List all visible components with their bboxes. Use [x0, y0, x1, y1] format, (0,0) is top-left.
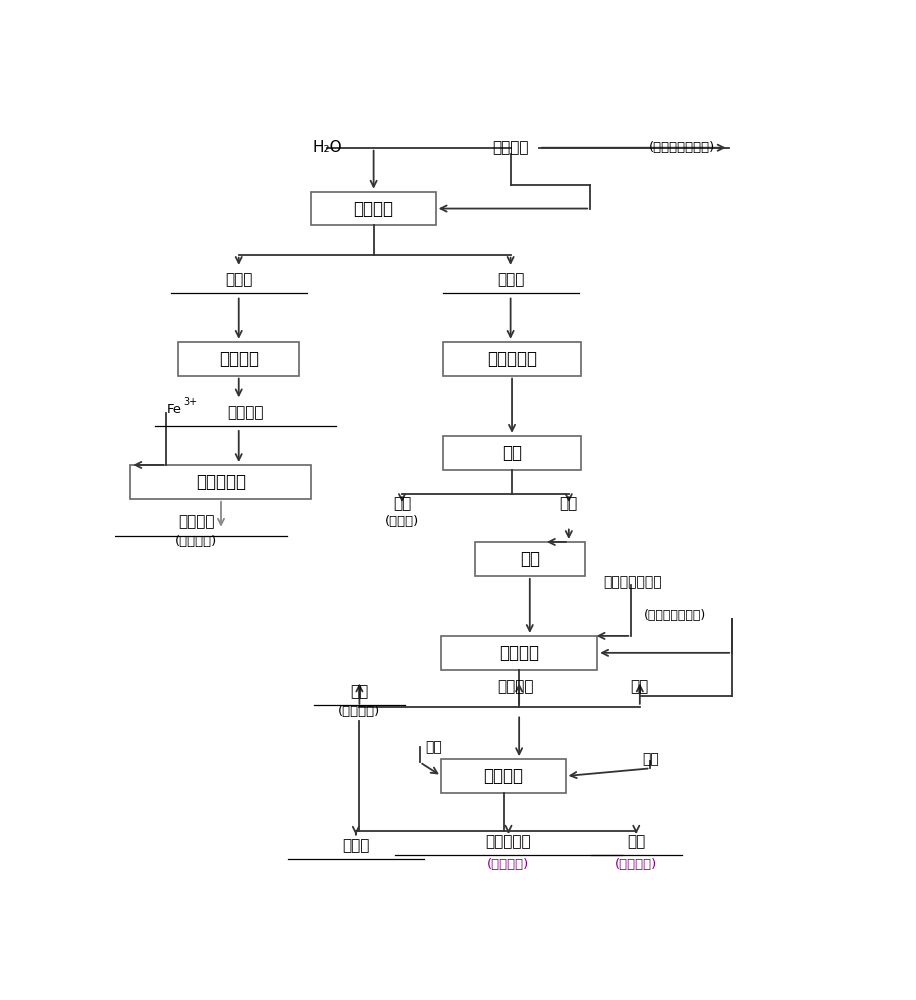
Text: 分布结晶法: 分布结晶法 [196, 473, 246, 491]
Text: 泡渣: 泡渣 [350, 684, 368, 699]
Text: 铅销合金: 铅销合金 [497, 679, 534, 694]
Bar [179, 342, 299, 376]
Text: 烟尘: 烟尘 [631, 679, 649, 694]
Text: 干燥: 干燥 [519, 550, 540, 568]
Text: H₂O: H₂O [312, 140, 343, 155]
Bar [441, 636, 597, 670]
Bar [130, 465, 311, 499]
Bar [442, 759, 566, 793]
Text: 浸出液: 浸出液 [225, 272, 253, 287]
Text: (低砖烟尘返燓炼): (低砖烟尘返燓炼) [644, 609, 706, 622]
Text: 氧化后液: 氧化后液 [227, 405, 264, 420]
Text: 浸出渣: 浸出渣 [497, 272, 524, 287]
Text: 氧化吹炼: 氧化吹炼 [484, 767, 524, 785]
Text: 固砖矿物: 固砖矿物 [178, 514, 214, 529]
Text: 流态化洗涕: 流态化洗涕 [487, 350, 537, 368]
Text: (送铅精炼): (送铅精炼) [616, 858, 658, 871]
Text: 空气: 空气 [426, 741, 442, 755]
Text: 纯碱: 纯碱 [642, 752, 659, 766]
Text: 洗液: 洗液 [393, 496, 411, 511]
Text: (销白产品): (销白产品) [487, 858, 529, 871]
Text: 吹炼渣: 吹炼渣 [343, 838, 369, 853]
Text: Fe: Fe [167, 403, 181, 416]
Text: 常压水浸: 常压水浸 [354, 200, 394, 218]
Bar [474, 542, 584, 576]
Text: (高砖烟尘返浸出): (高砖烟尘返浸出) [649, 141, 715, 154]
Text: 木炭、煤、纯碱: 木炭、煤、纯碱 [604, 575, 662, 589]
Text: 催化氧化: 催化氧化 [219, 350, 258, 368]
Text: 三氧化二销: 三氧化二销 [485, 834, 531, 849]
Bar [442, 342, 582, 376]
Text: 粗铅: 粗铅 [627, 834, 646, 849]
Text: (返浸出): (返浸出) [385, 515, 420, 528]
Bar [311, 192, 436, 225]
Bar [442, 436, 582, 470]
Text: 洗渣: 洗渣 [560, 496, 578, 511]
Text: 还原燓炼: 还原燓炼 [499, 644, 540, 662]
Text: 过滤: 过滤 [502, 444, 522, 462]
Text: 含砖烟尘: 含砖烟尘 [493, 140, 529, 155]
Text: (固化堆存): (固化堆存) [175, 535, 217, 548]
Text: 3+: 3+ [183, 397, 198, 407]
Text: (送铅冶炼): (送铅冶炼) [338, 705, 380, 718]
